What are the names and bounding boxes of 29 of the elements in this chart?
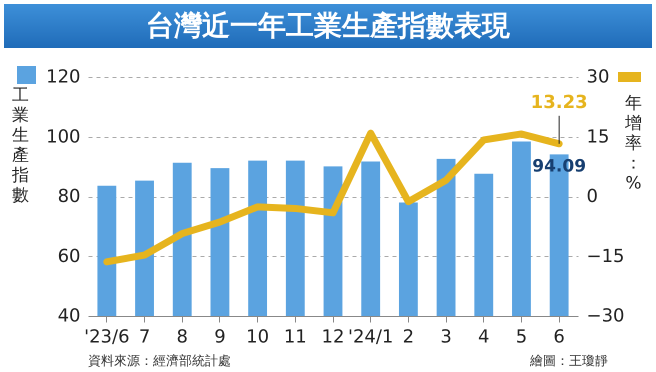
source-note: 資料來源：經濟部統計處 xyxy=(88,353,231,370)
y-tick-label: 80 xyxy=(58,186,80,207)
data-label: 13.23 xyxy=(530,92,588,113)
y2-tick-label: 0 xyxy=(586,186,598,207)
x-tick-label: 2 xyxy=(402,326,414,348)
x-tick-label: 4 xyxy=(478,326,490,348)
x-tick-label: '23/6 xyxy=(84,326,130,348)
y2-tick-label: −15 xyxy=(586,246,624,267)
x-tick-label: 11 xyxy=(284,326,307,348)
y-tick-label: 120 xyxy=(46,66,80,88)
y2-tick-label: 30 xyxy=(586,66,610,88)
y-tick-label: 60 xyxy=(58,246,80,267)
y2-axis-title: 年增率：% xyxy=(624,94,642,194)
y-axis-title: 工業生產指數 xyxy=(11,86,29,206)
x-tick-label: 12 xyxy=(322,326,344,348)
x-tick-label: 6 xyxy=(553,326,565,348)
x-tick-label: 8 xyxy=(176,326,188,348)
text: 繪圖：王瓊靜 xyxy=(530,353,608,370)
y2-tick-label: 15 xyxy=(586,126,610,148)
x-tick-label: 3 xyxy=(440,326,452,348)
x-tick-label: 10 xyxy=(246,326,270,348)
y-tick-label: 40 xyxy=(58,306,80,326)
x-tick-label: 5 xyxy=(516,326,528,348)
y-tick-label: 100 xyxy=(46,126,80,148)
x-tick-label: '24/1 xyxy=(348,326,394,348)
y2-tick-label: −30 xyxy=(586,306,624,326)
x-tick-label: 9 xyxy=(214,326,226,348)
chart-title: 台灣近一年工業生產指數表現 xyxy=(4,4,652,48)
x-tick-label: 7 xyxy=(138,326,150,348)
